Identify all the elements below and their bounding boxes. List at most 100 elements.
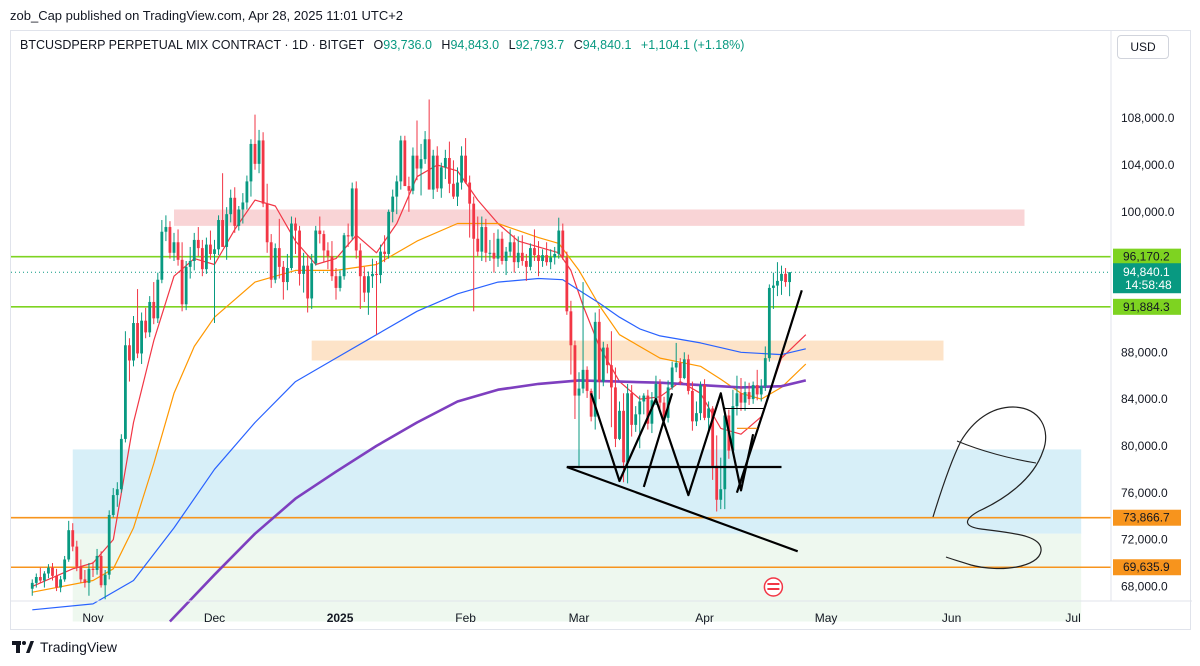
candle-body xyxy=(776,280,779,286)
candle-body xyxy=(788,272,791,283)
candle-body xyxy=(529,248,532,267)
chart-frame[interactable]: 108,000.0 104,000.0 100,000.0 88,000.0 84,00… xyxy=(10,30,1192,631)
candle-body xyxy=(334,276,338,288)
footer-brand[interactable]: TradingView xyxy=(12,639,117,655)
change-value: +1,104.1 (+1.18%) xyxy=(640,38,745,52)
candle-body xyxy=(460,155,463,183)
candle-body xyxy=(277,248,281,267)
candle-body xyxy=(233,197,237,226)
candle-body xyxy=(290,223,293,269)
price-tick-label: 72,000.0 xyxy=(1121,533,1168,547)
chart-plot[interactable]: 108,000.0 104,000.0 100,000.0 88,000.0 84,00… xyxy=(11,31,1192,631)
candle-body xyxy=(330,256,334,277)
price-tick-label: 104,000.0 xyxy=(1121,158,1175,172)
candle-body xyxy=(302,265,305,274)
candle-body xyxy=(47,567,50,574)
candle-body xyxy=(448,157,451,184)
candle-body xyxy=(326,250,330,257)
candle-body xyxy=(306,265,310,299)
candle-body xyxy=(468,182,472,204)
price-tick-label: 100,000.0 xyxy=(1121,205,1175,219)
open-value: 93,736.0 xyxy=(383,38,432,52)
candle-body xyxy=(298,230,301,274)
open-label: O xyxy=(373,38,384,52)
candle-body xyxy=(71,530,75,547)
candle-body xyxy=(545,255,548,263)
level-tag-label: 73,866.7 xyxy=(1123,511,1170,525)
time-tick-label: May xyxy=(815,611,838,625)
candle-body xyxy=(79,566,83,580)
candle-body xyxy=(387,211,391,254)
candle-body xyxy=(91,568,95,571)
high-value: 94,843.0 xyxy=(450,38,500,52)
candle-body xyxy=(338,276,342,288)
published-line: zob_Cap published on TradingView.com, Ap… xyxy=(10,8,404,23)
candle-body xyxy=(715,465,719,500)
candle-body xyxy=(322,234,326,251)
candle-body xyxy=(577,388,581,396)
zone-3 xyxy=(72,533,1082,622)
candle-body xyxy=(747,392,751,400)
candle-body xyxy=(735,393,739,407)
price-tick-label: 68,000.0 xyxy=(1121,579,1168,593)
candle-body xyxy=(34,577,38,583)
candle-body xyxy=(695,413,698,422)
drawing-w-pattern xyxy=(590,392,755,497)
candle-body xyxy=(524,260,528,267)
candle-body xyxy=(597,321,601,382)
time-tick-label: Mar xyxy=(569,611,590,625)
level-tag-label: 69,635.9 xyxy=(1123,560,1170,574)
candle-body xyxy=(152,301,156,319)
currency-button[interactable]: USD xyxy=(1117,35,1169,59)
candle-body xyxy=(350,188,354,237)
candle-body xyxy=(358,250,362,277)
candle-body xyxy=(75,546,79,567)
candle-body xyxy=(634,414,638,425)
drawing-rally-line xyxy=(735,289,803,494)
candle-body xyxy=(581,369,585,389)
candle-body xyxy=(767,287,771,359)
tradingview-logo-icon xyxy=(12,641,34,653)
candle-body xyxy=(225,214,229,247)
candle-body xyxy=(391,196,395,212)
candle-body xyxy=(476,238,480,252)
candle-body xyxy=(43,573,46,581)
candle-body xyxy=(500,238,504,261)
candle-body xyxy=(245,181,249,203)
candle-body xyxy=(492,252,496,259)
candle-body xyxy=(573,345,577,396)
event-icon-bar xyxy=(767,588,780,590)
candle-body xyxy=(415,155,419,169)
candle-body xyxy=(682,359,686,379)
candle-body xyxy=(565,257,569,312)
candle-body xyxy=(103,574,107,586)
candle-body xyxy=(464,155,467,183)
candle-body xyxy=(703,385,706,418)
candle-body xyxy=(281,266,285,283)
candle-body xyxy=(666,387,670,418)
time-tick-label: Jun xyxy=(942,611,961,625)
freehand-scribble xyxy=(932,406,1047,570)
drawing-w-right-leg xyxy=(642,392,674,488)
symbol-label[interactable]: BTCUSDPERP PERPETUAL MIX CONTRACT · 1D ·… xyxy=(20,38,365,52)
candle-body xyxy=(217,220,220,250)
level-tag-3 xyxy=(1113,559,1181,576)
candle-body xyxy=(642,395,646,402)
candle-body xyxy=(156,279,160,319)
candle-body xyxy=(184,266,188,305)
candle-body xyxy=(686,359,690,391)
candle-body xyxy=(784,273,787,283)
ma-line-1 xyxy=(32,222,807,593)
low-label: L xyxy=(508,38,516,52)
zone-0 xyxy=(174,209,1025,226)
candle-body xyxy=(622,410,625,463)
candle-body xyxy=(265,203,269,243)
candle-body xyxy=(654,383,658,401)
candle-body xyxy=(269,242,273,280)
time-tick-label: Jul xyxy=(1065,611,1080,625)
candle-body xyxy=(59,579,62,588)
candle-body xyxy=(286,268,289,283)
candle-body xyxy=(610,365,613,388)
level-tag-2 xyxy=(1113,509,1181,526)
candle-body xyxy=(419,159,423,169)
